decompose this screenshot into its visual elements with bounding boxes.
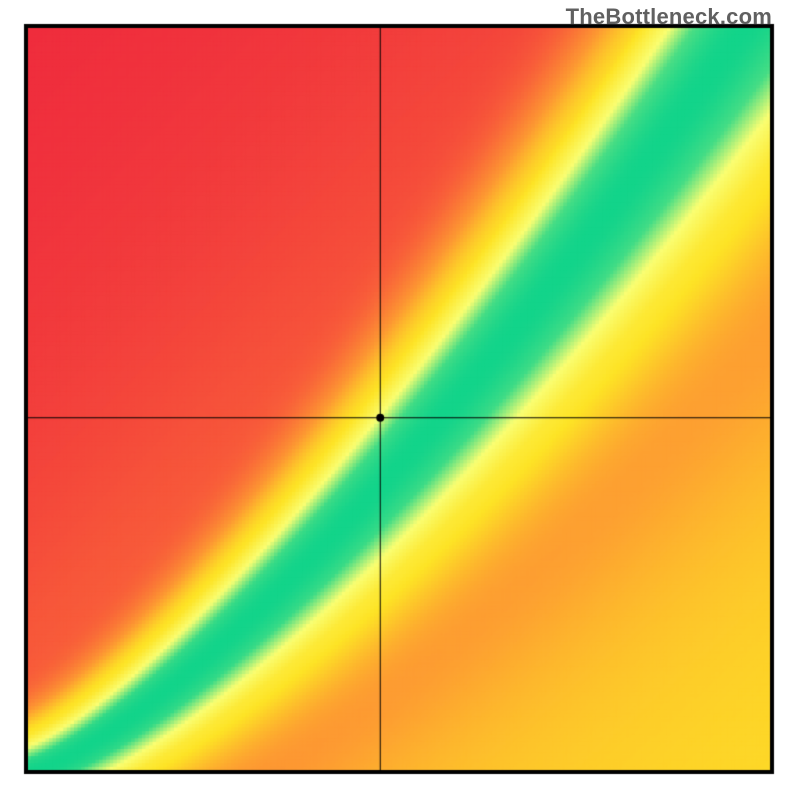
chart-container: { "watermark": "TheBottleneck.com", "cha… [0, 0, 800, 800]
bottleneck-heatmap [0, 0, 800, 800]
watermark-text: TheBottleneck.com [566, 4, 772, 30]
